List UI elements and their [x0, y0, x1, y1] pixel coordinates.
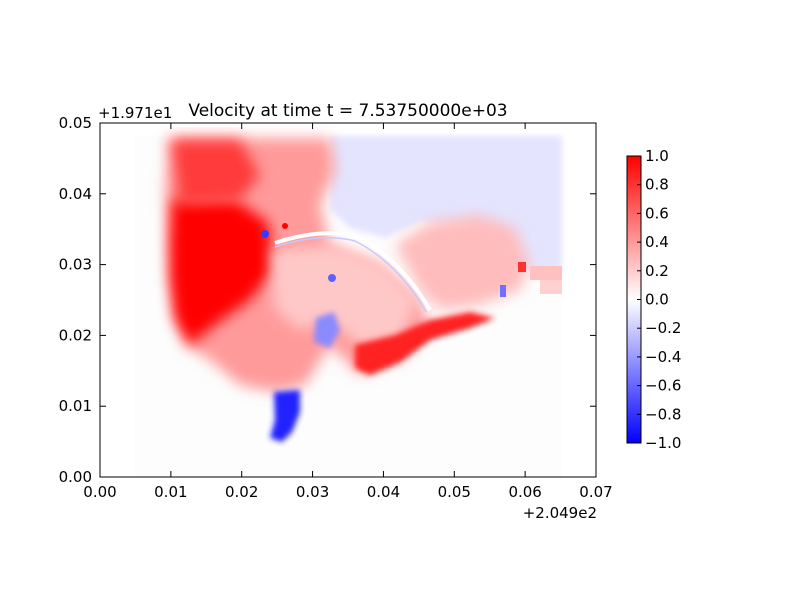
x-axis: 0.00 0.01 0.02 0.03 0.04 0.05 0.06 0.07 [83, 123, 613, 501]
region-central-basin [270, 245, 418, 345]
x-offset-label: +2.049e2 [523, 504, 597, 522]
x-tick-label: 0.06 [508, 483, 541, 501]
colorbar-tick-label: 0.4 [645, 233, 669, 251]
region-upper-west [172, 140, 260, 205]
colorbar-tick-label: −0.6 [645, 377, 681, 395]
y-tick-label: 0.03 [59, 256, 92, 274]
region-southeast-band [355, 312, 495, 375]
edge-cell [540, 280, 562, 294]
x-tick-label: 0.01 [154, 483, 187, 501]
colorbar-ticks: 1.0 0.8 0.6 0.4 0.2 0.0 −0.2 −0.4 −0.6 −0.8 −1.0 [637, 147, 681, 452]
region-right-bulge [395, 215, 530, 310]
region-core-maximum [170, 200, 275, 345]
colorbar-tick-label: 1.0 [645, 147, 669, 165]
x-tick-label: 0.07 [579, 483, 612, 501]
plot-frame [99, 122, 597, 478]
eddy-east-dot [328, 274, 336, 282]
region-central-eddy [314, 312, 340, 348]
colorbar-tick-label: 0.2 [645, 262, 669, 280]
eddy-red-dot [282, 223, 288, 229]
shear-line-edge [274, 236, 427, 313]
edge-cell [530, 266, 562, 280]
edge-cell [500, 285, 506, 297]
y-tick-label: 0.00 [59, 468, 92, 486]
colorbar-tick-label: −1.0 [645, 434, 681, 452]
colorbar-tick-label: 0.8 [645, 176, 669, 194]
x-tick-label: 0.00 [83, 483, 116, 501]
x-tick-label: 0.04 [367, 483, 400, 501]
colorbar-tick-label: −0.8 [645, 405, 681, 423]
y-tick-label: 0.02 [59, 326, 92, 344]
colorbar-tick-label: −0.4 [645, 348, 681, 366]
region-southern-channel [270, 390, 300, 442]
shear-line [274, 231, 432, 311]
x-tick-label: 0.02 [225, 483, 258, 501]
velocity-heatmap [135, 136, 562, 477]
x-tick-label: 0.05 [438, 483, 471, 501]
x-tick-label: 0.03 [296, 483, 329, 501]
chart-title: Velocity at time t = 7.53750000e+03 [188, 101, 507, 121]
y-axis: 0.00 0.01 0.02 0.03 0.04 0.05 [59, 114, 596, 486]
y-offset-label: +1.971e1 [98, 104, 172, 122]
eddy-north-dot [261, 230, 269, 238]
edge-cell [518, 262, 526, 272]
y-tick-label: 0.04 [59, 185, 92, 203]
colorbar-tick-label: 0.0 [645, 291, 669, 309]
y-tick-label: 0.05 [59, 114, 92, 132]
colorbar-tick-label: 0.6 [645, 204, 669, 222]
y-tick-label: 0.01 [59, 397, 92, 415]
colorbar-tick-label: −0.2 [645, 319, 681, 337]
